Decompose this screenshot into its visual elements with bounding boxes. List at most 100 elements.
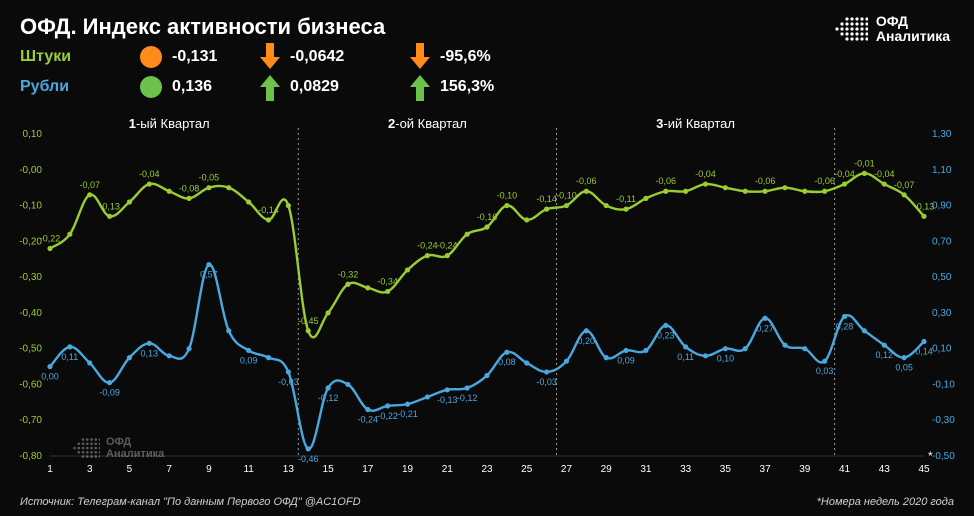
svg-text:-0,50: -0,50 bbox=[19, 344, 42, 355]
brand-logo-text: ОФД Аналитика bbox=[876, 14, 950, 45]
svg-text:0,14: 0,14 bbox=[915, 347, 933, 357]
svg-text:0,20: 0,20 bbox=[578, 336, 596, 346]
svg-text:1: 1 bbox=[47, 464, 53, 475]
svg-text:0,05: 0,05 bbox=[895, 363, 913, 373]
swatch-a-icon bbox=[140, 46, 162, 68]
svg-text:-0,05: -0,05 bbox=[199, 173, 220, 183]
svg-text:-0,03: -0,03 bbox=[536, 377, 557, 387]
svg-text:-0,46: -0,46 bbox=[298, 454, 319, 464]
svg-text:-0,30: -0,30 bbox=[19, 272, 42, 283]
svg-text:33: 33 bbox=[680, 464, 692, 475]
svg-text:-0,21: -0,21 bbox=[397, 409, 418, 419]
svg-text:45: 45 bbox=[918, 464, 930, 475]
svg-text:15: 15 bbox=[323, 464, 335, 475]
svg-text:0,09: 0,09 bbox=[617, 355, 635, 365]
metric-b-val1: 0,136 bbox=[140, 76, 240, 98]
svg-text:-0,24: -0,24 bbox=[417, 241, 438, 251]
svg-text:0,13: 0,13 bbox=[141, 348, 159, 358]
svg-text:-0,10: -0,10 bbox=[556, 191, 577, 201]
page: ОФД. Индекс активности бизнеса ОФД Анали… bbox=[0, 0, 974, 516]
svg-text:27: 27 bbox=[561, 464, 573, 475]
svg-text:2-ой Квартал: 2-ой Квартал bbox=[388, 116, 467, 131]
svg-text:0,11: 0,11 bbox=[677, 352, 694, 362]
svg-text:31: 31 bbox=[640, 464, 652, 475]
svg-text:0,28: 0,28 bbox=[836, 321, 854, 331]
svg-text:-0,14: -0,14 bbox=[536, 194, 557, 204]
metric-b-val3: 156,3% bbox=[420, 78, 540, 96]
svg-text:11: 11 bbox=[243, 464, 254, 475]
svg-text:35: 35 bbox=[720, 464, 732, 475]
svg-text:0,12: 0,12 bbox=[876, 350, 894, 360]
brand-logo-icon bbox=[834, 16, 868, 42]
svg-text:-0,13: -0,13 bbox=[914, 201, 935, 211]
svg-text:1,10: 1,10 bbox=[932, 165, 952, 176]
svg-text:-0,30: -0,30 bbox=[932, 415, 955, 426]
svg-text:-0,12: -0,12 bbox=[318, 393, 339, 403]
svg-text:0,30: 0,30 bbox=[932, 308, 952, 319]
svg-text:0,08: 0,08 bbox=[498, 357, 516, 367]
metric-a-val1: -0,131 bbox=[140, 46, 240, 68]
svg-text:-0,12: -0,12 bbox=[457, 393, 478, 403]
svg-text:-0,10: -0,10 bbox=[19, 201, 42, 212]
metric-b-val2: 0,0829 bbox=[270, 78, 390, 96]
svg-text:-0,04: -0,04 bbox=[139, 169, 160, 179]
svg-text:-0,80: -0,80 bbox=[19, 451, 42, 462]
svg-text:-0,34: -0,34 bbox=[377, 276, 398, 286]
svg-text:23: 23 bbox=[481, 464, 493, 475]
svg-text:-0,10: -0,10 bbox=[497, 191, 518, 201]
svg-text:-0,04: -0,04 bbox=[695, 169, 716, 179]
svg-text:-0,13: -0,13 bbox=[437, 395, 458, 405]
svg-text:43: 43 bbox=[879, 464, 891, 475]
svg-text:-0,11: -0,11 bbox=[616, 194, 636, 204]
svg-text:-0,03: -0,03 bbox=[278, 377, 299, 387]
svg-text:0,27: 0,27 bbox=[756, 323, 774, 333]
svg-text:21: 21 bbox=[442, 464, 454, 475]
svg-text:3: 3 bbox=[87, 464, 93, 475]
svg-text:29: 29 bbox=[601, 464, 613, 475]
line-chart: -0,80-0,70-0,60-0,50-0,40-0,30-0,20-0,10… bbox=[0, 110, 974, 486]
svg-text:0,03: 0,03 bbox=[816, 366, 834, 376]
svg-text:-0,06: -0,06 bbox=[755, 176, 776, 186]
svg-text:0,10: 0,10 bbox=[23, 129, 43, 140]
footer: Источник: Телеграм-канал "По данным Перв… bbox=[20, 496, 954, 508]
footer-source: Источник: Телеграм-канал "По данным Перв… bbox=[20, 496, 361, 508]
footer-note: *Номера недель 2020 года bbox=[817, 496, 954, 508]
metric-a-val3: -95,6% bbox=[420, 48, 540, 66]
svg-text:0,50: 0,50 bbox=[932, 272, 952, 283]
svg-text:-0,40: -0,40 bbox=[19, 308, 42, 319]
svg-text:7: 7 bbox=[166, 464, 172, 475]
svg-text:0,09: 0,09 bbox=[240, 355, 258, 365]
svg-text:37: 37 bbox=[760, 464, 772, 475]
swatch-b-icon bbox=[140, 76, 162, 98]
svg-text:-0,32: -0,32 bbox=[338, 269, 359, 279]
header: ОФД. Индекс активности бизнеса bbox=[0, 0, 974, 40]
svg-text:1,30: 1,30 bbox=[932, 129, 952, 140]
svg-text:-0,14: -0,14 bbox=[258, 205, 279, 215]
svg-text:19: 19 bbox=[402, 464, 414, 475]
svg-text:-0,06: -0,06 bbox=[576, 176, 597, 186]
svg-text:0,11: 0,11 bbox=[61, 352, 78, 362]
svg-text:-0,45: -0,45 bbox=[298, 316, 319, 326]
svg-text:39: 39 bbox=[799, 464, 811, 475]
svg-text:-0,04: -0,04 bbox=[834, 169, 855, 179]
svg-text:-0,70: -0,70 bbox=[19, 415, 42, 426]
svg-text:-0,16: -0,16 bbox=[477, 212, 498, 222]
svg-text:0,23: 0,23 bbox=[657, 330, 675, 340]
svg-text:-0,07: -0,07 bbox=[894, 180, 915, 190]
svg-text:-0,01: -0,01 bbox=[854, 158, 875, 168]
svg-text:0,90: 0,90 bbox=[932, 201, 952, 212]
svg-text:-0,06: -0,06 bbox=[814, 176, 835, 186]
svg-text:13: 13 bbox=[283, 464, 295, 475]
svg-text:5: 5 bbox=[127, 464, 133, 475]
chart-area: -0,80-0,70-0,60-0,50-0,40-0,30-0,20-0,10… bbox=[0, 110, 974, 486]
svg-text:*: * bbox=[928, 449, 933, 463]
svg-text:-0,22: -0,22 bbox=[40, 233, 61, 243]
svg-text:41: 41 bbox=[839, 464, 851, 475]
svg-text:17: 17 bbox=[362, 464, 374, 475]
svg-text:-0,50: -0,50 bbox=[932, 451, 955, 462]
svg-text:0,70: 0,70 bbox=[932, 236, 952, 247]
svg-text:-0,22: -0,22 bbox=[377, 411, 398, 421]
svg-text:-0,10: -0,10 bbox=[932, 379, 955, 390]
brand-logo: ОФД Аналитика bbox=[834, 14, 950, 45]
svg-text:-0,13: -0,13 bbox=[99, 201, 120, 211]
